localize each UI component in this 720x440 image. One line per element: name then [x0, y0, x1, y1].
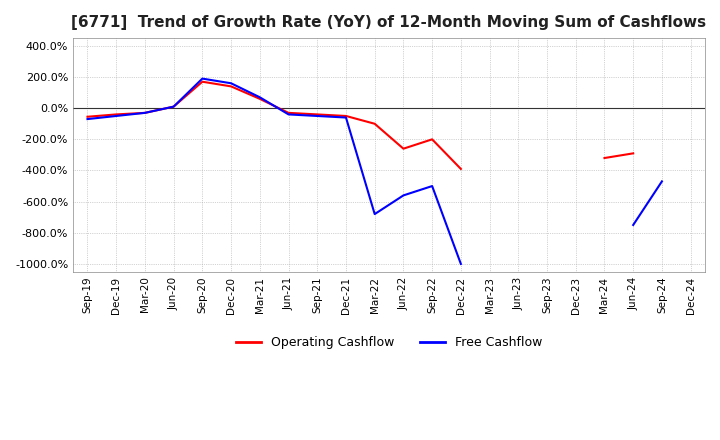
- Title: [6771]  Trend of Growth Rate (YoY) of 12-Month Moving Sum of Cashflows: [6771] Trend of Growth Rate (YoY) of 12-…: [71, 15, 706, 30]
- Legend: Operating Cashflow, Free Cashflow: Operating Cashflow, Free Cashflow: [231, 331, 547, 354]
